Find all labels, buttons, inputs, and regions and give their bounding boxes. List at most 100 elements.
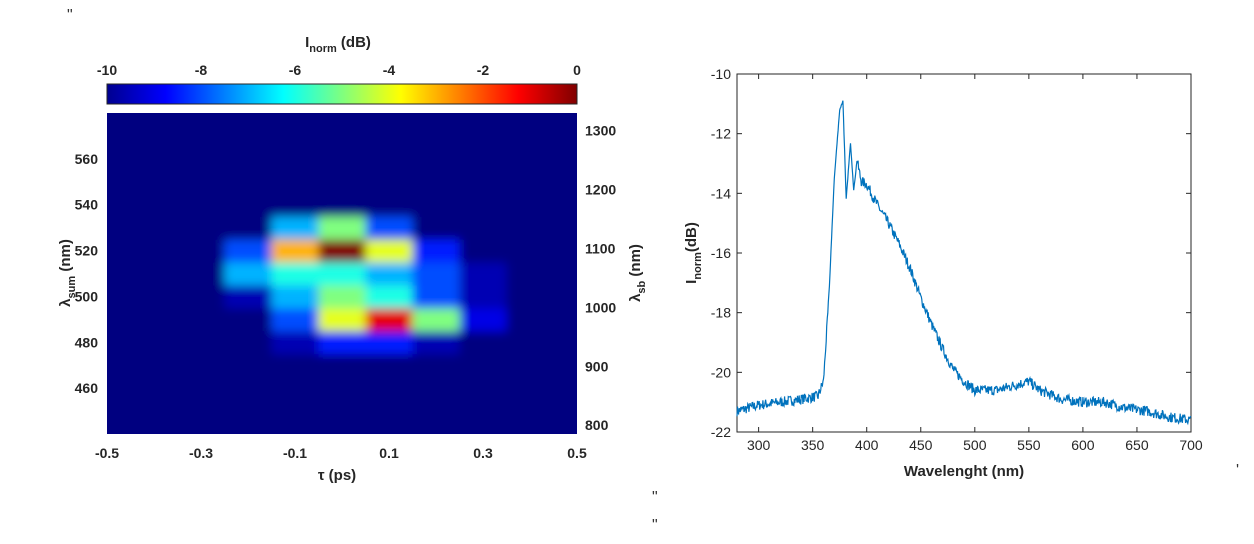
line-plot-ytick-label: -22 <box>711 424 731 440</box>
heatmap-cell <box>318 353 366 378</box>
heatmap-cell <box>177 353 225 378</box>
heatmap-cell <box>130 216 178 240</box>
heatmap-cell <box>553 113 577 125</box>
heatmap-cell <box>553 193 577 217</box>
heatmap-cell <box>130 376 178 401</box>
heatmap-cell <box>318 376 366 401</box>
line-plot-xtick-label: 550 <box>1017 437 1041 453</box>
heatmap-cell <box>506 147 554 171</box>
heatmap-cell <box>459 284 507 309</box>
heatmap-cell <box>459 330 507 355</box>
heatmap-cell <box>224 113 272 125</box>
heatmap-panel: -0.5 -0.3 -0.1 0.1 0.3 0.5 460 480 500 520 540 560 8… <box>57 113 648 484</box>
heatmap-cell <box>107 170 131 194</box>
heatmap-cell <box>177 399 225 424</box>
line-plot-xtick-label: 450 <box>909 437 933 453</box>
heatmap-cell <box>459 216 507 240</box>
line-plot-ytick-label: -12 <box>711 126 731 142</box>
heatmap-cell <box>506 307 554 332</box>
heatmap-cell <box>365 170 413 194</box>
heatmap-xlabel: τ (ps) <box>318 467 356 484</box>
heatmap-cell <box>506 422 554 434</box>
heatmap-cell <box>271 216 319 240</box>
heatmap-cell <box>553 307 577 332</box>
heatmap-cell <box>506 262 554 286</box>
colorbar-tick-label: -4 <box>383 62 396 78</box>
heatmap-cell <box>224 124 272 148</box>
heatmap-cell <box>271 262 319 286</box>
heatmap-cell <box>365 262 413 286</box>
heatmap-ytick-label: 460 <box>75 380 99 396</box>
line-plot-xlabel: Wavelenght (nm) <box>904 463 1024 480</box>
heatmap-cell <box>318 113 366 125</box>
heatmap-cell <box>553 330 577 355</box>
heatmap-cell <box>412 113 460 125</box>
heatmap-y2tick-label: 1200 <box>585 182 616 198</box>
heatmap-cell <box>412 124 460 148</box>
heatmap-cell <box>177 422 225 434</box>
heatmap-cell <box>412 216 460 240</box>
heatmap-cell <box>130 170 178 194</box>
heatmap-cell <box>224 399 272 424</box>
heatmap-cell <box>459 307 507 332</box>
heatmap-xtick-label: -0.5 <box>95 445 119 461</box>
heatmap-cell <box>224 307 272 332</box>
heatmap-cell <box>412 353 460 378</box>
heatmap-cell <box>318 307 366 332</box>
heatmap-cell <box>365 353 413 378</box>
heatmap-cell <box>224 262 272 286</box>
stray-mark-mid-1: " <box>652 489 658 506</box>
heatmap-cell <box>365 147 413 171</box>
stray-mark-mid-2: " <box>652 517 658 534</box>
heatmap-cell <box>224 216 272 240</box>
heatmap-cell <box>130 307 178 332</box>
colorbar: Inorm (dB) -10 -8 -6 -4 -2 0 <box>97 34 581 105</box>
stray-mark-top-left: " <box>67 7 73 24</box>
heatmap-cell <box>177 307 225 332</box>
heatmap-cell <box>107 124 131 148</box>
heatmap-xtick-label: 0.5 <box>567 445 587 461</box>
heatmap-cell <box>271 399 319 424</box>
heatmap-ytick-label: 520 <box>75 243 99 259</box>
line-plot-xtick-label: 500 <box>963 437 987 453</box>
heatmap-cell <box>318 124 366 148</box>
heatmap-cell <box>412 170 460 194</box>
heatmap-cell <box>107 239 131 263</box>
heatmap-cell <box>271 147 319 171</box>
heatmap-cell <box>177 193 225 217</box>
heatmap-cell <box>365 113 413 125</box>
heatmap-cell <box>130 193 178 217</box>
heatmap-cell <box>130 113 178 125</box>
heatmap-cell <box>271 376 319 401</box>
heatmap-cell <box>318 330 366 355</box>
heatmap-cell <box>412 422 460 434</box>
heatmap-cell <box>107 284 131 309</box>
heatmap-cell <box>107 307 131 332</box>
heatmap-cell <box>177 239 225 263</box>
stray-mark-right-edge: ' <box>1236 462 1239 479</box>
heatmap-cell <box>553 399 577 424</box>
heatmap-cell <box>459 147 507 171</box>
heatmap-cell <box>271 353 319 378</box>
heatmap-cell <box>365 124 413 148</box>
heatmap-y2tick-label: 900 <box>585 358 609 374</box>
heatmap-cell <box>107 376 131 401</box>
heatmap-cell <box>318 422 366 434</box>
heatmap-ylabel-left: λsum (nm) <box>57 239 78 307</box>
heatmap-cell <box>412 284 460 309</box>
heatmap-cell <box>130 262 178 286</box>
heatmap-y2tick-label: 1000 <box>585 299 616 315</box>
heatmap-cell <box>412 147 460 171</box>
heatmap-cell <box>506 284 554 309</box>
heatmap-cell <box>412 399 460 424</box>
heatmap-cell <box>553 262 577 286</box>
heatmap-cell <box>412 307 460 332</box>
heatmap-cell <box>459 113 507 125</box>
heatmap-cell <box>318 216 366 240</box>
heatmap-cell <box>318 262 366 286</box>
heatmap-cell <box>271 284 319 309</box>
heatmap-ylabel-right: λsb (nm) <box>627 244 648 302</box>
heatmap-cell <box>107 422 131 434</box>
heatmap-cell <box>412 376 460 401</box>
